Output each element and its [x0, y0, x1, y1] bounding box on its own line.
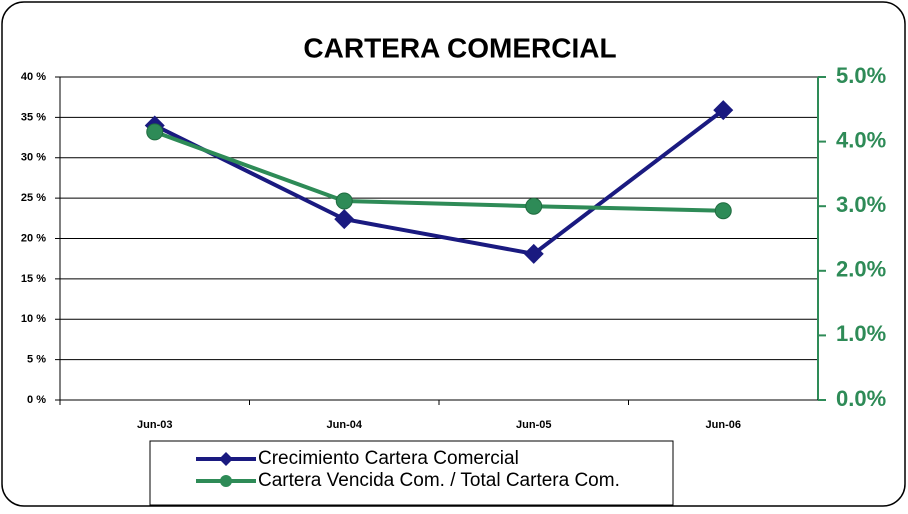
point	[714, 202, 732, 220]
point	[525, 197, 543, 215]
legend	[149, 440, 674, 506]
y-tick-label: 20 %	[21, 232, 46, 244]
y-tick-label: 15 %	[21, 273, 46, 285]
legend-marker	[219, 452, 233, 466]
y2-tick-label: 5.0%	[836, 63, 886, 88]
y-tick-label: 25 %	[21, 192, 46, 204]
point	[335, 192, 353, 210]
point	[713, 100, 734, 121]
x-tick-label: Jun-05	[516, 419, 551, 431]
y-tick-label: 10 %	[21, 313, 46, 325]
chart-title: CARTERA COMERCIAL	[303, 32, 616, 63]
y2-tick-label: 3.0%	[836, 192, 886, 217]
y2-tick-label: 0.0%	[836, 386, 886, 411]
y2-tick-label: 2.0%	[836, 257, 886, 282]
y-tick-label: 0 %	[27, 394, 46, 406]
y-tick-label: 40 %	[21, 71, 46, 83]
series-line	[153, 108, 725, 256]
x-tick-label: Jun-04	[327, 419, 363, 431]
y-tick-label: 35 %	[21, 111, 46, 123]
x-tick-label: Jun-06	[706, 419, 741, 431]
point	[334, 209, 355, 230]
point	[523, 243, 544, 264]
point	[146, 123, 164, 141]
series-line	[154, 130, 724, 213]
y-tick-label: 5 %	[27, 354, 46, 366]
legend-label: Cartera Vencida Com. / Total Cartera Com…	[258, 470, 620, 491]
legend-label: Crecimiento Cartera Comercial	[258, 448, 519, 469]
y2-tick-label: 4.0%	[836, 127, 886, 152]
y2-tick-label: 1.0%	[836, 321, 886, 346]
legend-marker	[220, 475, 232, 487]
x-tick-label: Jun-03	[137, 419, 172, 431]
y-tick-label: 30 %	[21, 152, 46, 164]
